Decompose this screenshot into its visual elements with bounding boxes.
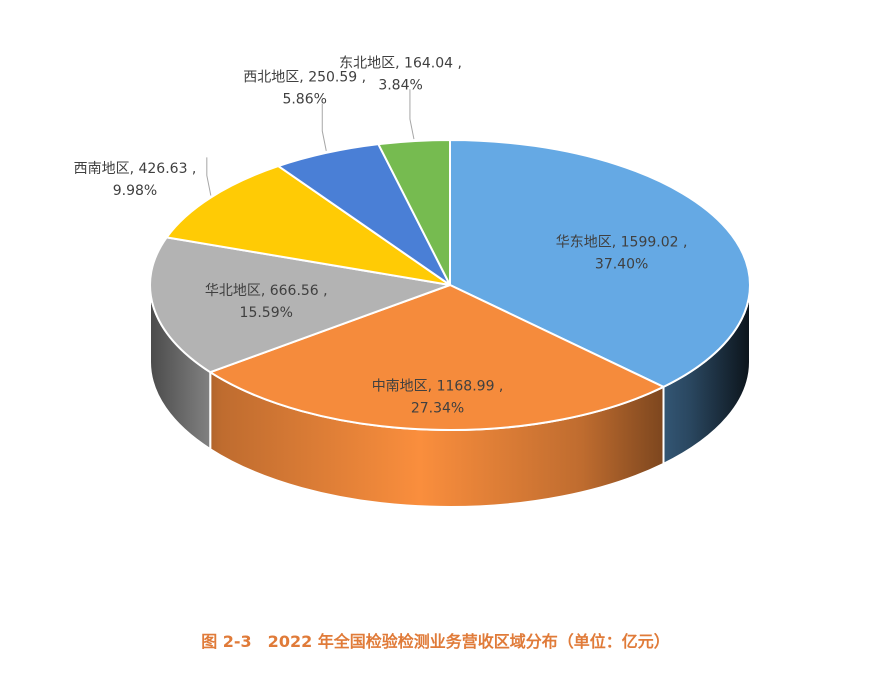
slice-labels: 华东地区, 1599.02 , 37.40% 中南地区, 1168.99 , 27.3… (74, 55, 688, 416)
slice-label-4: 西北地区, 250.59 , (243, 70, 366, 86)
pie-tops (149, 139, 751, 431)
slice-percent-0: 37.40% (595, 256, 648, 272)
leader-line-3 (206, 157, 212, 196)
slice-label-3: 西南地区, 426.63 , (74, 161, 197, 177)
slice-percent-4: 5.86% (282, 92, 326, 108)
leader-line-4 (321, 103, 327, 152)
slice-label-0: 华东地区, 1599.02 , (556, 234, 688, 250)
slice-label-2: 华北地区, 666.56 , (205, 283, 328, 299)
slice-5 (377, 139, 451, 286)
leader-line-5 (409, 89, 415, 140)
figure-caption: 图 2-3 2022 年全国检验检测业务营收区域分布（单位：亿元） (201, 632, 670, 651)
slice-percent-5: 3.84% (378, 77, 422, 93)
slice-percent-2: 15.59% (240, 305, 293, 321)
pie-chart: 华东地区, 1599.02 , 37.40% 中南地区, 1168.99 , 27.3… (74, 55, 751, 508)
slice-2 (149, 236, 451, 374)
leader-lines (206, 89, 415, 196)
slice-percent-3: 9.98% (113, 183, 157, 199)
slice-0 (449, 139, 751, 388)
slice-1 (209, 284, 665, 431)
pie-chart-svg: 华东地区, 1599.02 , 37.40% 中南地区, 1168.99 , 27.3… (74, 55, 751, 508)
pie-sides (149, 284, 751, 508)
slice-label-1: 中南地区, 1168.99 , (372, 379, 504, 395)
slice-label-5: 东北地区, 164.04 , (339, 55, 462, 71)
slice-3 (165, 165, 451, 286)
slice-percent-1: 27.34% (411, 401, 464, 417)
